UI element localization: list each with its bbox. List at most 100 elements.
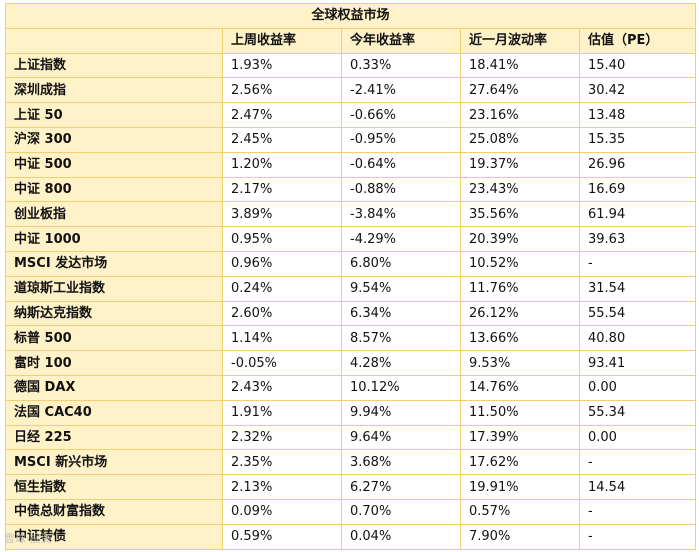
table-row: 中证 500 1.20% -0.64% 19.37% 26.96 (5, 151, 697, 178)
header-blank (5, 27, 223, 54)
table-row: 德国 DAX 2.43% 10.12% 14.76% 0.00 (5, 374, 697, 401)
cell-index-name: MSCI 发达市场 (5, 250, 223, 277)
cell-ytd-return: 9.54% (341, 275, 461, 302)
cell-monthly-volatility: 18.41% (460, 52, 580, 79)
cell-index-name: 沪深 300 (5, 126, 223, 153)
cell-monthly-volatility: 27.64% (460, 77, 580, 104)
cell-valuation-pe: - (578, 523, 697, 550)
cell-monthly-volatility: 35.56% (460, 201, 580, 228)
cell-valuation-pe: 55.54 (578, 300, 697, 327)
cell-weekly-return: 2.45% (222, 126, 342, 153)
cell-monthly-volatility: 13.66% (460, 325, 580, 352)
cell-ytd-return: 4.28% (341, 350, 461, 376)
table-row: 中证 1000 0.95% -4.29% 20.39% 39.63 (5, 226, 697, 252)
cell-valuation-pe: 0.00 (578, 374, 697, 401)
cell-valuation-pe: 93.41 (578, 350, 697, 376)
header-valuation-pe: 估值（PE） (578, 27, 697, 54)
cell-valuation-pe: 15.35 (578, 126, 697, 153)
cell-index-name: 纳斯达克指数 (5, 300, 223, 327)
cell-ytd-return: -0.66% (341, 102, 461, 128)
cell-ytd-return: 3.68% (341, 449, 461, 476)
table-row: 沪深 300 2.45% -0.95% 25.08% 15.35 (5, 126, 697, 153)
table-row: 道琼斯工业指数 0.24% 9.54% 11.76% 31.54 (5, 275, 697, 302)
table-row: 法国 CAC40 1.91% 9.94% 11.50% 55.34 (5, 399, 697, 426)
cell-index-name: 中证 800 (5, 176, 223, 203)
cell-ytd-return: 8.57% (341, 325, 461, 352)
cell-index-name: 标普 500 (5, 325, 223, 352)
table-row: 中债总财富指数 0.09% 0.70% 0.57% - (5, 498, 697, 525)
cell-weekly-return: 2.13% (222, 474, 342, 500)
header-weekly-return: 上周收益率 (222, 27, 342, 54)
cell-valuation-pe: 15.40 (578, 52, 697, 79)
cell-weekly-return: 0.24% (222, 275, 342, 302)
cell-valuation-pe: 31.54 (578, 275, 697, 302)
table-header-row: 上周收益率 今年收益率 近一月波动率 估值（PE） (5, 27, 697, 54)
cell-monthly-volatility: 7.90% (460, 523, 580, 550)
cell-weekly-return: 1.93% (222, 52, 342, 79)
cell-index-name: 法国 CAC40 (5, 399, 223, 426)
table-row: 富时 100 -0.05% 4.28% 9.53% 93.41 (5, 350, 697, 376)
cell-valuation-pe: - (578, 250, 697, 277)
cell-valuation-pe: 61.94 (578, 201, 697, 228)
table-row: 上证 50 2.47% -0.66% 23.16% 13.48 (5, 102, 697, 128)
global-equity-table: 全球权益市场 上周收益率 今年收益率 近一月波动率 估值（PE） 上证指数 1.9… (4, 3, 697, 550)
cell-weekly-return: 0.96% (222, 250, 342, 277)
cell-index-name: 中债总财富指数 (5, 498, 223, 525)
cell-index-name: 恒生指数 (5, 474, 223, 500)
cell-monthly-volatility: 19.37% (460, 151, 580, 178)
cell-weekly-return: 1.91% (222, 399, 342, 426)
cell-monthly-volatility: 23.16% (460, 102, 580, 128)
cell-weekly-return: 0.09% (222, 498, 342, 525)
cell-ytd-return: -2.41% (341, 77, 461, 104)
cell-weekly-return: 2.60% (222, 300, 342, 327)
cell-ytd-return: 6.80% (341, 250, 461, 277)
cell-ytd-return: -0.88% (341, 176, 461, 203)
cell-valuation-pe: 26.96 (578, 151, 697, 178)
table-row: 恒生指数 2.13% 6.27% 19.91% 14.54 (5, 474, 697, 500)
cell-index-name: 上证 50 (5, 102, 223, 128)
cell-monthly-volatility: 25.08% (460, 126, 580, 153)
cell-valuation-pe: 13.48 (578, 102, 697, 128)
cell-ytd-return: -0.64% (341, 151, 461, 178)
cell-ytd-return: 0.70% (341, 498, 461, 525)
cell-weekly-return: 2.32% (222, 424, 342, 451)
cell-ytd-return: 0.04% (341, 523, 461, 550)
cell-index-name: 日经 225 (5, 424, 223, 451)
cell-monthly-volatility: 17.62% (460, 449, 580, 476)
cell-monthly-volatility: 11.76% (460, 275, 580, 302)
cell-valuation-pe: 30.42 (578, 77, 697, 104)
table-row: 深圳成指 2.56% -2.41% 27.64% 30.42 (5, 77, 697, 104)
table-title: 全球权益市场 (4, 3, 697, 29)
cell-ytd-return: 10.12% (341, 374, 461, 401)
cell-monthly-volatility: 23.43% (460, 176, 580, 203)
cell-index-name: 上证指数 (5, 52, 223, 79)
header-ytd-return: 今年收益率 (341, 27, 461, 54)
table-row: MSCI 发达市场 0.96% 6.80% 10.52% - (5, 250, 697, 277)
cell-weekly-return: 2.43% (222, 374, 342, 401)
table-title-row: 全球权益市场 (4, 3, 697, 29)
cell-monthly-volatility: 20.39% (460, 226, 580, 252)
cell-valuation-pe: 40.80 (578, 325, 697, 352)
cell-monthly-volatility: 26.12% (460, 300, 580, 327)
cell-index-name: 富时 100 (5, 350, 223, 376)
cell-weekly-return: 2.35% (222, 449, 342, 476)
cell-index-name: 中证 500 (5, 151, 223, 178)
cell-index-name: 创业板指 (5, 201, 223, 228)
cell-ytd-return: 0.33% (341, 52, 461, 79)
cell-valuation-pe: 16.69 (578, 176, 697, 203)
cell-monthly-volatility: 9.53% (460, 350, 580, 376)
cell-valuation-pe: 55.34 (578, 399, 697, 426)
cell-monthly-volatility: 14.76% (460, 374, 580, 401)
cell-ytd-return: 9.94% (341, 399, 461, 426)
cell-index-name: 德国 DAX (5, 374, 223, 401)
cell-index-name: 中证转债 (5, 523, 223, 550)
cell-monthly-volatility: 11.50% (460, 399, 580, 426)
cell-index-name: 中证 1000 (5, 226, 223, 252)
cell-monthly-volatility: 19.91% (460, 474, 580, 500)
table-row: 日经 225 2.32% 9.64% 17.39% 0.00 (5, 424, 697, 451)
cell-weekly-return: 0.95% (222, 226, 342, 252)
cell-weekly-return: 3.89% (222, 201, 342, 228)
cell-weekly-return: 2.47% (222, 102, 342, 128)
cell-weekly-return: 2.17% (222, 176, 342, 203)
table-row: 中证 800 2.17% -0.88% 23.43% 16.69 (5, 176, 697, 203)
